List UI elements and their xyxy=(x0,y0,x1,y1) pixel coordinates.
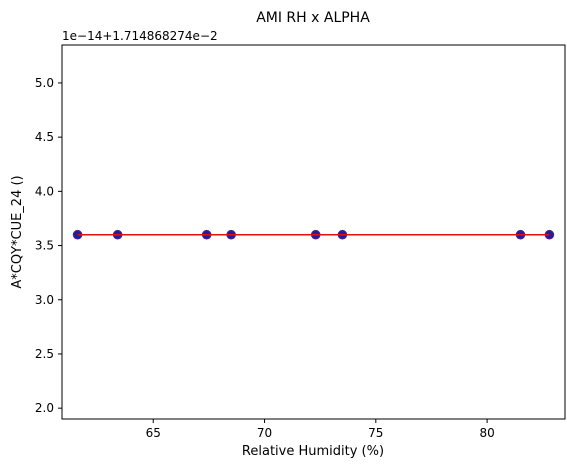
axes-frame xyxy=(61,44,566,420)
plot-area xyxy=(61,44,566,420)
y-tick-label: 4.0 xyxy=(35,184,54,198)
y-tick-label: 2.0 xyxy=(35,401,54,415)
x-tick-label: 80 xyxy=(479,426,494,440)
y-tick-label: 2.5 xyxy=(35,347,54,361)
offset-text: 1e−14+1.714868274e−2 xyxy=(62,29,218,43)
y-axis-ticks: 2.0 2.5 3.0 3.5 4.0 4.5 5.0 xyxy=(35,76,62,415)
y-tick-label: 4.5 xyxy=(35,130,54,144)
y-tick-label: 3.5 xyxy=(35,239,54,253)
chart-title: AMI RH x ALPHA xyxy=(256,10,370,26)
x-axis-label: Relative Humidity (%) xyxy=(242,444,384,459)
x-tick-label: 65 xyxy=(146,426,161,440)
y-axis-label: A*CQY*CUE_24 () xyxy=(10,175,25,288)
x-tick-label: 70 xyxy=(257,426,272,440)
y-tick-label: 5.0 xyxy=(35,76,54,90)
x-axis-ticks: 65 70 75 80 xyxy=(146,419,495,440)
y-tick-label: 3.0 xyxy=(35,293,54,307)
x-tick-label: 75 xyxy=(368,426,383,440)
